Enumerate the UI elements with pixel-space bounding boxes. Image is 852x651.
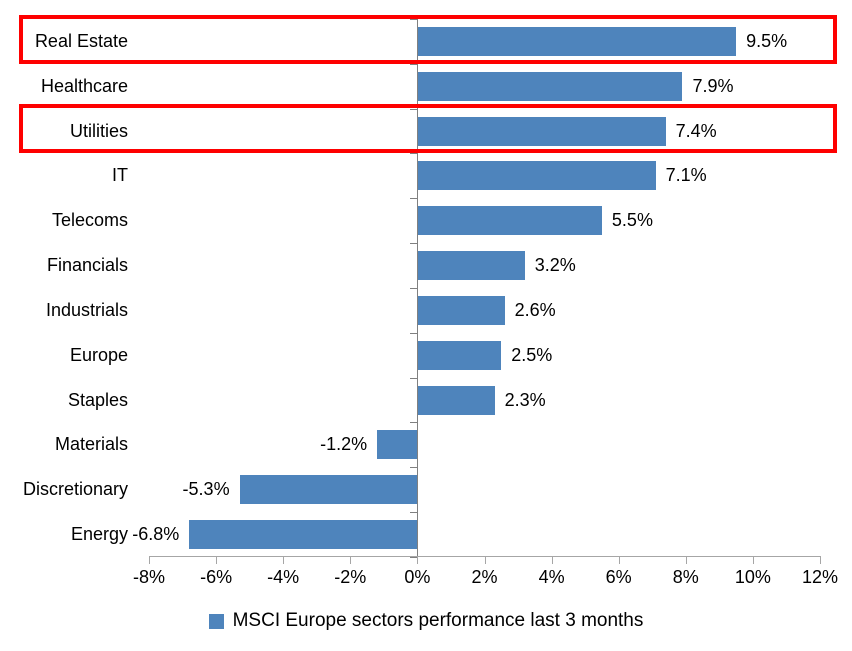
value-axis-tick: [216, 556, 218, 564]
category-label: Healthcare: [40, 75, 128, 96]
value-axis-tick-label: 10%: [734, 567, 771, 587]
data-label: 7.9%: [692, 75, 734, 96]
highlight-box-real-estate: [19, 14, 837, 64]
data-label: 2.3%: [504, 389, 546, 410]
data-label: 2.5%: [511, 344, 553, 365]
category-label: Industrials: [45, 299, 128, 320]
value-axis-tick: [618, 556, 620, 564]
value-axis-tick: [685, 556, 687, 564]
bar: [377, 430, 418, 460]
legend: MSCI Europe sectors performance last 3 m…: [0, 606, 852, 636]
category-axis-tick: [410, 512, 418, 514]
data-label: 5.5%: [611, 210, 653, 231]
data-label: 9.5%: [746, 30, 788, 51]
value-axis-tick-label: 12%: [801, 567, 839, 587]
data-label: 7.1%: [665, 165, 707, 186]
category-axis-tick: [410, 243, 418, 245]
data-label: 3.2%: [534, 255, 576, 276]
value-axis-tick: [417, 556, 419, 564]
bar: [417, 385, 495, 415]
category-axis-tick: [410, 377, 418, 379]
value-axis-tick-label: -6%: [200, 567, 233, 587]
category-label: Materials: [54, 434, 128, 455]
value-axis-tick: [149, 556, 150, 564]
highlight-box-utilities: [19, 104, 837, 154]
category-axis-tick: [410, 63, 418, 65]
value-axis-tick-label: -4%: [267, 567, 300, 587]
category-label: Real Estate: [34, 30, 128, 51]
value-axis-tick-label: 4%: [538, 567, 565, 587]
bar: [417, 71, 683, 101]
bar: [189, 520, 418, 550]
value-axis-tick: [350, 556, 352, 564]
value-axis-tick: [551, 556, 553, 564]
category-label: Telecoms: [51, 210, 128, 231]
category-axis-tick: [410, 422, 418, 424]
bar: [417, 116, 666, 146]
category-axis-tick: [410, 198, 418, 200]
data-label: 7.4%: [675, 120, 717, 141]
value-axis-tick-label: -8%: [132, 567, 165, 587]
category-axis-tick: [410, 467, 418, 469]
data-label: -5.3%: [182, 479, 230, 500]
category-label: Utilities: [69, 120, 128, 141]
value-axis-tick-label: 8%: [672, 567, 699, 587]
category-axis-tick: [410, 332, 418, 334]
category-label: IT: [112, 165, 128, 186]
bar: [417, 26, 737, 56]
category-label: Energy: [70, 524, 128, 545]
category-axis-tick: [410, 108, 418, 110]
value-axis-tick: [484, 556, 486, 564]
bar: [417, 251, 525, 281]
data-label: -1.2%: [320, 434, 368, 455]
legend-marker-icon: [208, 613, 224, 629]
category-axis-tick: [410, 153, 418, 155]
category-label: Europe: [69, 344, 128, 365]
value-axis-tick-label: 2%: [471, 567, 498, 587]
value-axis-tick-label: 0%: [404, 567, 431, 587]
value-axis-tick: [820, 556, 821, 564]
category-axis-tick: [410, 287, 418, 289]
legend-label: MSCI Europe sectors performance last 3 m…: [232, 610, 644, 631]
bar: [239, 475, 418, 505]
bar: [417, 206, 602, 236]
category-axis-tick: [410, 556, 418, 558]
category-axis-tick: [410, 19, 418, 20]
value-axis-tick-label: 6%: [605, 567, 632, 587]
bar: [417, 340, 502, 370]
category-label: Staples: [67, 389, 128, 410]
bar: [417, 295, 505, 325]
value-axis-tick: [283, 556, 285, 564]
value-axis-tick: [752, 556, 754, 564]
category-label: Financials: [46, 255, 128, 276]
bar: [417, 161, 656, 191]
category-label: Discretionary: [22, 479, 128, 500]
data-label: 2.6%: [514, 299, 556, 320]
category-axis-line: [417, 19, 419, 556]
data-label: -6.8%: [132, 524, 180, 545]
value-axis-tick-label: -2%: [334, 567, 367, 587]
